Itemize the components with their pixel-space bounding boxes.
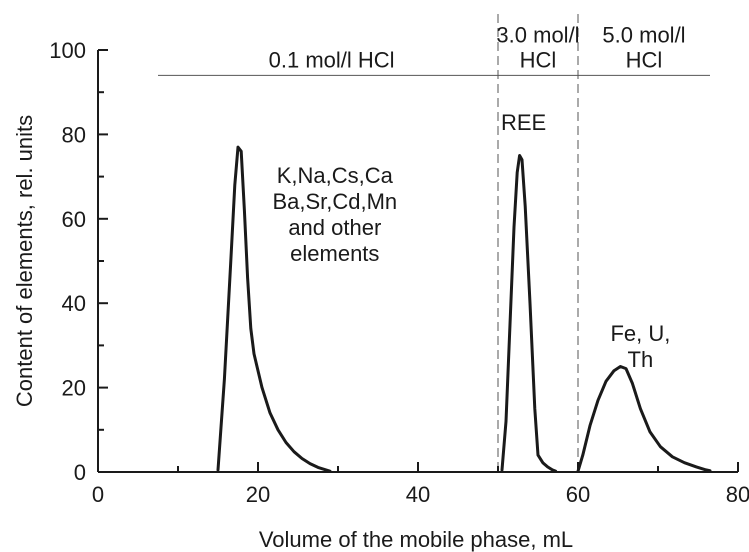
- peak-label-a3: Fe, U, Th: [610, 321, 670, 372]
- eluent-label-line: HCl: [520, 47, 557, 72]
- x-tick-label-0: 0: [92, 482, 104, 507]
- peak-label-line: Th: [628, 347, 654, 372]
- x-tick-label-80: 80: [726, 482, 749, 507]
- eluent-label-r2: 3.0 mol/l HCl: [496, 22, 579, 72]
- series-peak1: [216, 145, 332, 473]
- eluent-label-line: 3.0 mol/l: [496, 22, 579, 47]
- x-tick-label-60: 60: [566, 482, 590, 507]
- series-peak3: [576, 365, 712, 473]
- eluent-label-line: 5.0 mol/l: [602, 22, 685, 47]
- axes: 0 20 40 60 80 0 20 40 60 80 100: [49, 38, 749, 507]
- peak-label-line: Ba,Sr,Cd,Mn: [272, 189, 397, 214]
- y-axis-title: Content of elements, rel. units: [12, 115, 37, 407]
- eluent-label-r1: 0.1 mol/l HCl: [269, 47, 395, 72]
- peak-annotations: K,Na,Cs,Ca Ba,Sr,Cd,Mn and other elements RE…: [272, 110, 670, 372]
- peak-label-line: elements: [290, 241, 379, 266]
- peak-label-line: Fe, U,: [610, 321, 670, 346]
- peak-label-a2: REE: [501, 110, 546, 135]
- y-tick-label-60: 60: [62, 207, 86, 232]
- x-tick-label-40: 40: [406, 482, 430, 507]
- y-tick-label-40: 40: [62, 291, 86, 316]
- y-tick-label-80: 80: [62, 122, 86, 147]
- y-tick-label-0: 0: [74, 460, 86, 485]
- eluent-label-r3: 5.0 mol/l HCl: [602, 22, 685, 72]
- y-tick-label-20: 20: [62, 376, 86, 401]
- peak-label-line: K,Na,Cs,Ca: [277, 163, 394, 188]
- peak-label-line: and other: [288, 215, 381, 240]
- eluent-label-line: 0.1 mol/l HCl: [269, 47, 395, 72]
- series-peak2: [500, 154, 558, 473]
- peak-label-a1: K,Na,Cs,Ca Ba,Sr,Cd,Mn and other elements: [272, 163, 397, 266]
- peak-label-line: REE: [501, 110, 546, 135]
- x-tick-label-20: 20: [246, 482, 270, 507]
- eluent-label-line: HCl: [626, 47, 663, 72]
- x-axis-title: Volume of the mobile phase, mL: [259, 527, 573, 552]
- y-tick-label-100: 100: [49, 38, 86, 63]
- elution-curves: [216, 145, 712, 473]
